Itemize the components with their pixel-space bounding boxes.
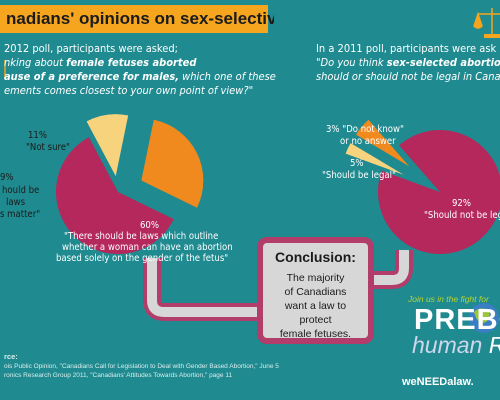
right-poll-line-2: "Do you think sex-selected abortion [316,56,500,69]
left-pie-laws-pct: 60% [140,220,159,231]
left-pie-no-matter-line-1: hould be [2,185,40,196]
right-poll-line-3: should or should not be legal in Cana [316,70,500,83]
connector-pipe-inner [147,258,258,317]
left-pie-no-matter-line-3: s matter" [0,209,41,220]
left-pie-slice-laws [55,137,174,255]
connector-pipe-right-inner [372,250,409,285]
source-line-1: ois Public Opinion, "Canadians Call for … [4,363,279,370]
globe-icon [469,303,499,333]
brand-logo-human: human [412,332,489,358]
conclusion-title: Conclusion: [275,249,356,265]
right-poll-line-3-text: should or should not be legal in Cana [316,70,500,83]
brand-hashtag[interactable]: weNEEDalaw. [402,376,474,388]
left-poll-line-2: nking about female fetuses aborted [4,56,196,69]
right-poll-line-2a: "Do you think [316,56,387,69]
left-pie-not-sure-pct: 11% [28,130,47,141]
left-pie-laws-line-2: whether a woman can have an abortion [62,242,233,253]
page-title: nadians' opinions on sex-selective abort… [6,9,274,28]
right-pie-slice-not-legal [378,130,500,254]
left-pie-no-matter-pct: 9% [0,172,14,183]
conclusion-body: The majority of Canadians want a law to … [279,272,352,340]
right-pie-slice-dont-know [345,143,404,175]
left-pie-laws-line-1: "There should be laws which outline [64,231,219,242]
brand-logo-rights: RI [489,332,500,358]
left-pie-not-sure-label: "Not sure" [26,142,70,153]
right-pie-legal-pct: 5% [350,158,364,169]
left-poll-line-3: ause of a preference for males, which on… [4,70,276,83]
sources-heading: rce: [4,352,18,361]
title-banner: nadians' opinions on sex-selective abort… [0,5,274,33]
left-poll-line-4-text: ements comes closest to your own point o… [4,84,254,97]
left-poll-line-4: ements comes closest to your own point o… [4,84,253,97]
scales-icon-right [473,8,500,38]
conclusion-box: Conclusion: The majority of Canadians wa… [257,237,374,344]
brand-logo-word-1: PREBO [414,304,500,336]
left-pie-slice-no-matter [141,119,204,208]
left-poll-line-3b: which one of these [178,70,276,83]
connector-pipe [143,258,258,321]
right-pie-not-legal-pct: 92% [452,198,471,209]
source-line-2: ronics Research Group 2011, "Canadians' … [4,372,233,379]
left-pie-no-matter-line-2: laws [6,197,26,208]
left-pie-slice-not-sure [86,114,129,177]
left-poll-line-1: 2012 poll, participants were asked; [4,42,178,55]
left-poll-emphasis-2: ause of a preference for males, [4,70,179,83]
right-poll-emphasis: sex-selected abortion [386,56,500,69]
left-poll-emphasis-1: female fetuses aborted [66,56,197,69]
left-poll-line-2a: nking about [4,56,67,69]
right-pie-slice-legal [356,119,410,167]
brand-logo-word-2: human RI [412,332,500,359]
right-pie-legal-label: "Should be legal" [322,170,396,181]
right-poll-line-1: In a 2011 poll, participants were ask [316,42,497,55]
right-pie-dont-know-line-2: or no answer [340,136,396,147]
right-pie-chart [345,119,500,254]
left-pie-chart [55,114,204,255]
brand-tagline: Join us in the fight for [408,294,489,304]
right-pie-dont-know-line-1: 3% "Do not know" [326,124,404,135]
left-pie-laws-line-3: based solely on the gender of the fetus" [56,253,229,264]
right-pie-not-legal-label: "Should not be lega [424,210,500,221]
